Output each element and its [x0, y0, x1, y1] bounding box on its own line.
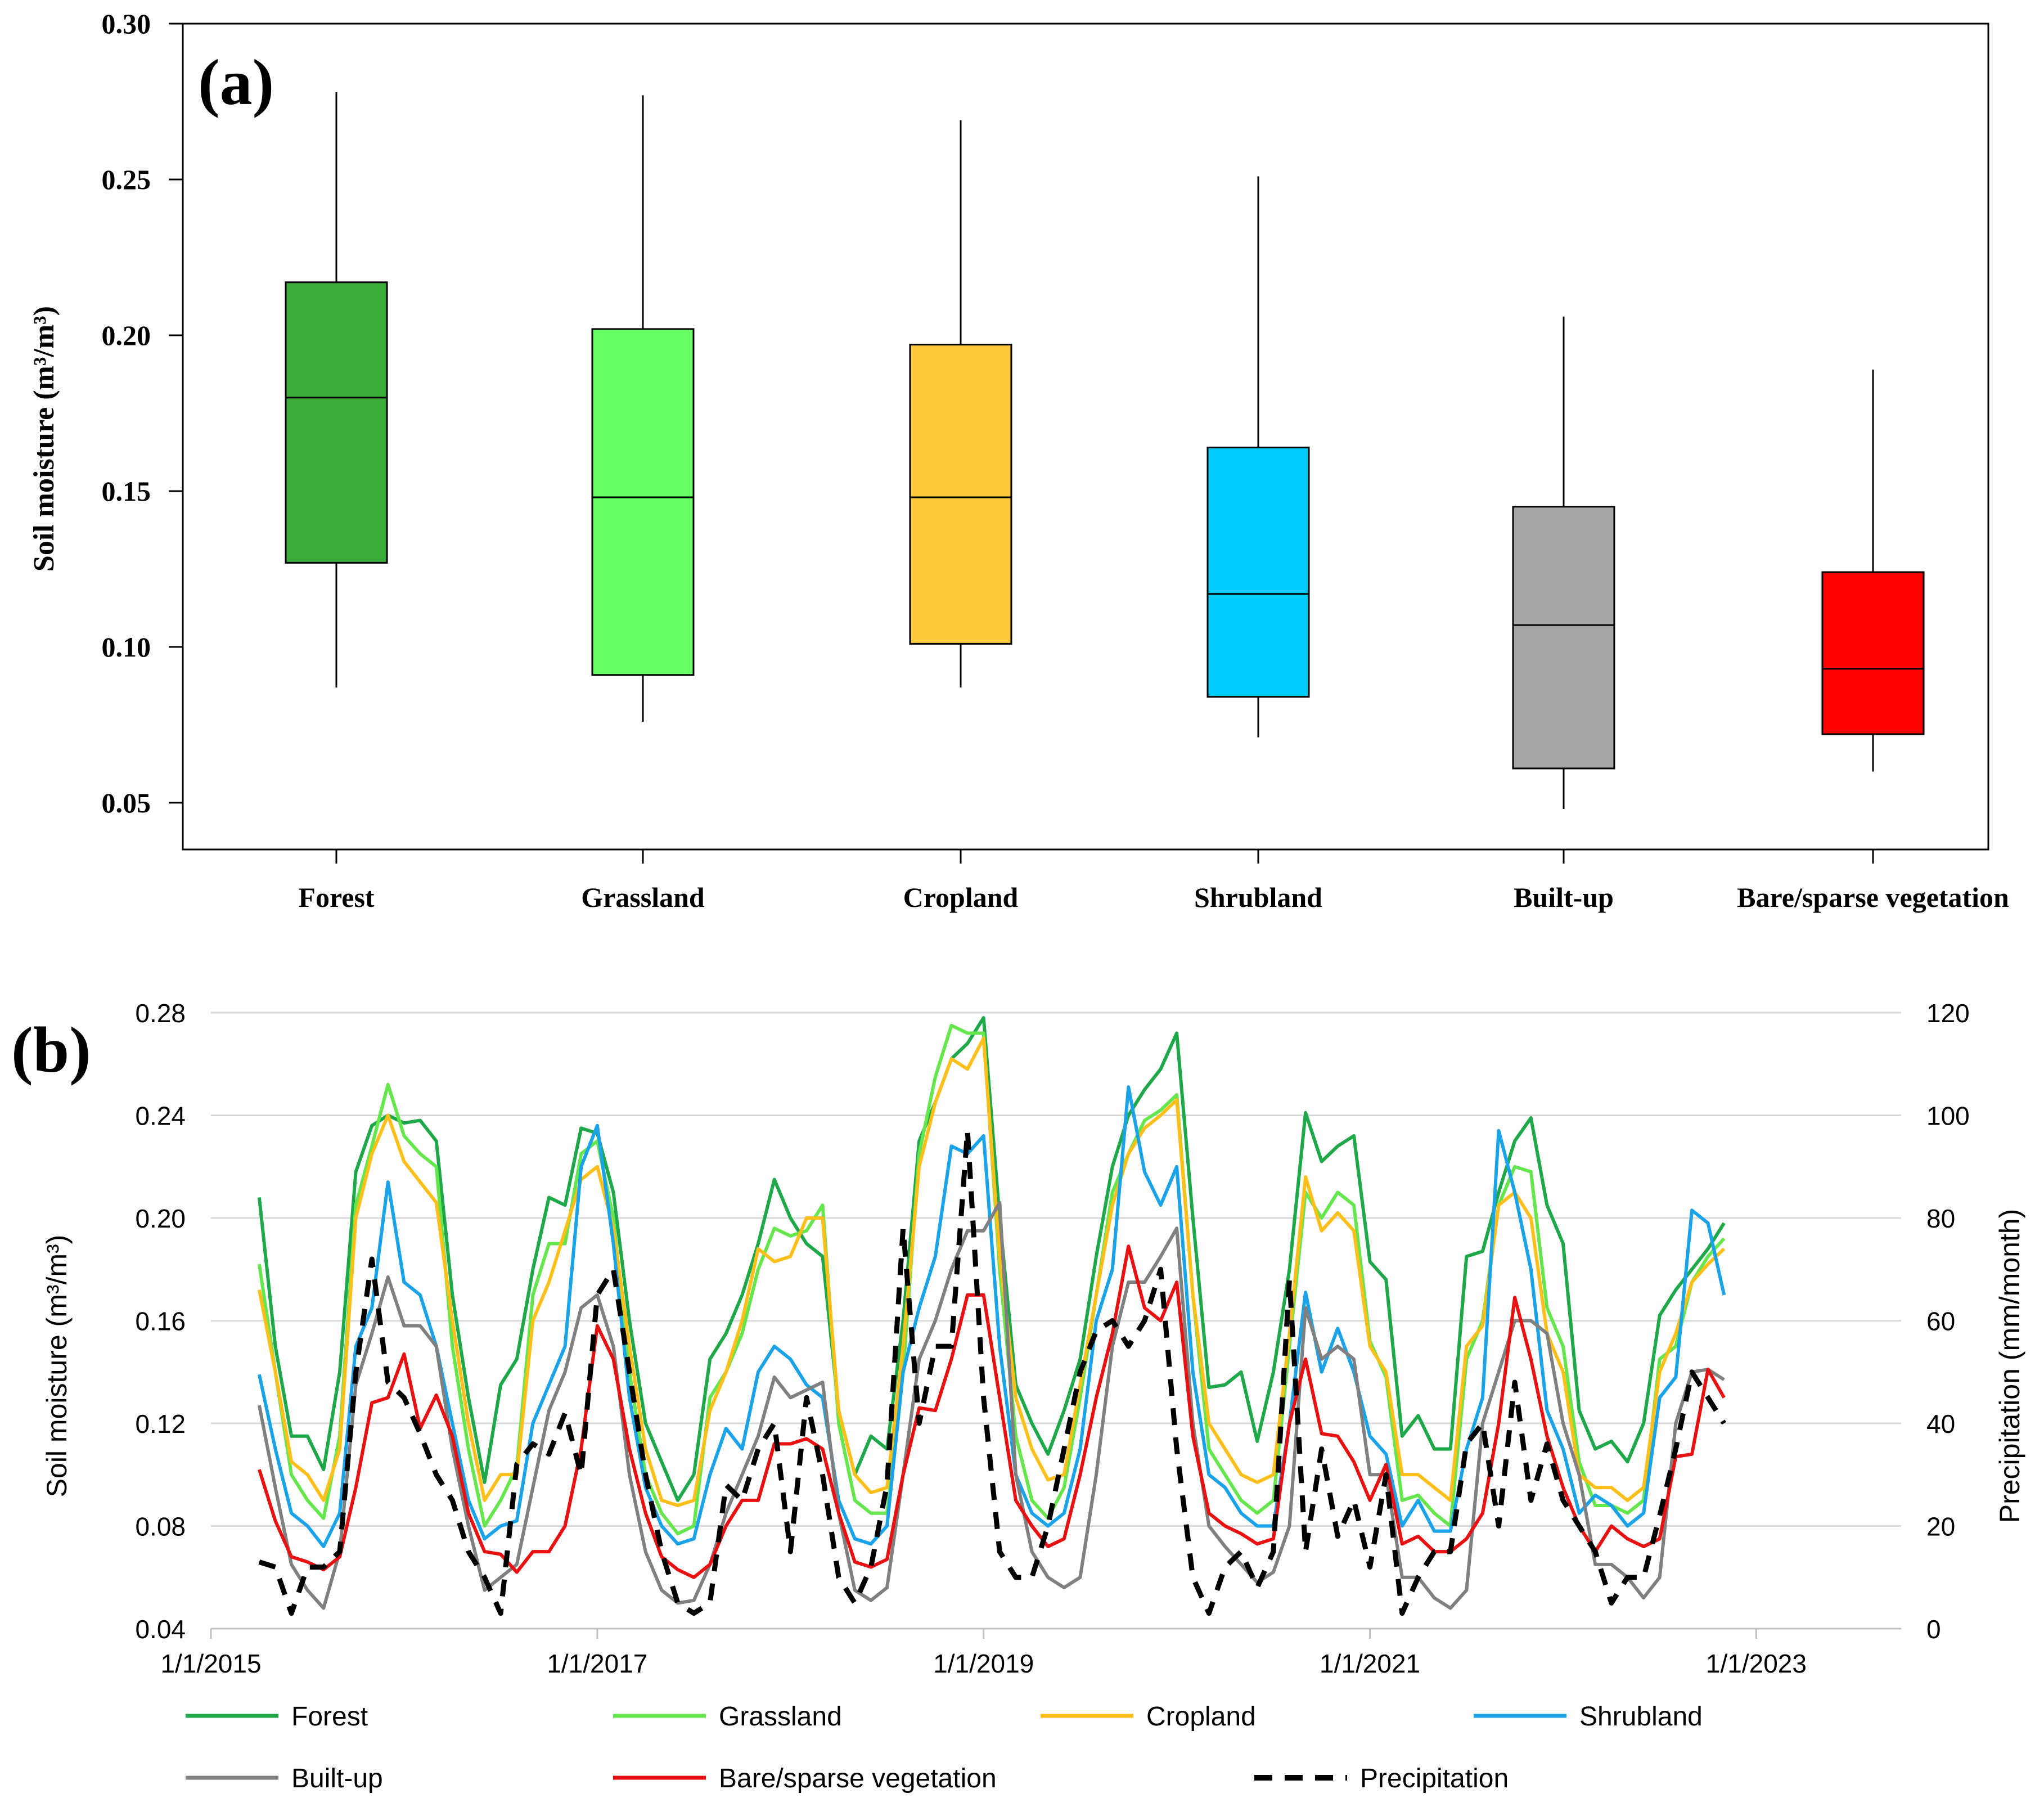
legend-item-grassland: Grassland	[613, 1702, 842, 1732]
legend-item-shrubland: Shrubland	[1474, 1702, 1703, 1732]
legend-item-cropland: Cropland	[1041, 1702, 1256, 1732]
panel-a-x-axis: Forest Grassland Cropland Shrubland Built-up…	[298, 849, 2009, 913]
panel-b-right-axis-label: Precipitation (mm/month)	[1994, 1209, 2025, 1523]
x-category-label: Bare/sparse vegetation	[1737, 882, 2009, 913]
right-y-tick-label: 80	[1926, 1204, 1955, 1233]
series-line-built-up	[257, 1201, 1725, 1610]
x-tick-label: 1/1/2023	[1706, 1649, 1807, 1678]
x-tick-label: 1/1/2021	[1320, 1649, 1420, 1678]
y-tick-label: 0.05	[102, 787, 151, 819]
legend-label: Bare/sparse vegetation	[719, 1764, 997, 1793]
legend-item-bare-sparse-vegetation: Bare/sparse vegetation	[613, 1764, 997, 1793]
right-y-tick-label: 20	[1926, 1512, 1955, 1541]
right-y-tick-label: 100	[1926, 1102, 1970, 1131]
right-y-tick-label: 120	[1926, 999, 1970, 1028]
left-y-tick-label: 0.20	[135, 1204, 186, 1233]
left-y-tick-label: 0.28	[135, 999, 186, 1028]
box-iqr	[1206, 446, 1310, 698]
legend-item-forest: Forest	[186, 1702, 368, 1732]
panel-b-left-axis-label: Soil moisture (m³/m³)	[41, 1235, 73, 1498]
panel-a-label: (a)	[198, 47, 274, 119]
panel-b-gridlines	[211, 1012, 1901, 1527]
legend-label: Shrubland	[1579, 1702, 1703, 1732]
panel-b-label: (b)	[11, 1014, 91, 1086]
panel-a-boxes	[285, 92, 1925, 809]
y-tick-label: 0.30	[102, 8, 151, 39]
series-line-precipitation	[258, 1128, 1727, 1616]
panel-a-y-axis: 0.05 0.10 0.15 0.20 0.25 0.30	[102, 8, 183, 819]
x-category-label: Shrubland	[1194, 882, 1322, 913]
box-iqr	[1512, 506, 1615, 770]
panel-a-y-axis-label: Soil moisture (m³/m³)	[28, 306, 60, 572]
box-forest	[285, 92, 388, 687]
left-y-tick-label: 0.24	[135, 1102, 186, 1131]
legend-label: Forest	[291, 1702, 368, 1732]
box-built-up	[1512, 316, 1615, 809]
box-iqr	[285, 281, 388, 564]
x-category-label: Cropland	[903, 882, 1019, 913]
right-y-tick-label: 40	[1926, 1409, 1955, 1439]
y-tick-label: 0.15	[102, 475, 151, 507]
x-category-label: Grassland	[581, 882, 705, 913]
box-bare-sparse-vegetation	[1821, 369, 1925, 772]
x-tick-label: 1/1/2019	[933, 1649, 1034, 1678]
right-y-tick-label: 60	[1926, 1307, 1955, 1336]
series-line-bare-sparse-vegetation	[258, 1244, 1726, 1579]
legend-label: Cropland	[1146, 1702, 1256, 1732]
y-tick-label: 0.25	[102, 164, 151, 195]
panel-b-axes: 0.04 0.08 0.12 0.16 0.20 0.24 0.28 0 20 40 60 80 100…	[135, 999, 1969, 1678]
series-line-shrubland	[257, 1085, 1726, 1548]
left-y-tick-label: 0.04	[135, 1615, 186, 1644]
box-iqr	[591, 328, 695, 676]
y-tick-label: 0.10	[102, 631, 151, 663]
panel-a-plot-frame	[182, 23, 1989, 851]
series-line-forest	[257, 1016, 1726, 1502]
x-tick-label: 1/1/2015	[160, 1649, 261, 1678]
box-iqr	[909, 344, 1012, 645]
box-grassland	[591, 95, 695, 722]
panel-b-timeseries: (b) 0.04 0.08 0.12 0.16 0.20 0.24 0.28 0 20 40 60 8…	[11, 999, 2025, 1793]
panel-b-series	[257, 1016, 1727, 1616]
right-y-tick-label: 0	[1926, 1615, 1941, 1644]
box-iqr	[1821, 571, 1925, 735]
left-y-tick-label: 0.12	[135, 1409, 186, 1439]
left-y-tick-label: 0.08	[135, 1512, 186, 1541]
x-category-label: Forest	[298, 882, 374, 913]
legend-item-built-up: Built-up	[186, 1764, 383, 1793]
box-cropland	[909, 120, 1012, 687]
box-shrubland	[1206, 176, 1310, 738]
legend-label: Grassland	[719, 1702, 842, 1732]
legend-label: Built-up	[291, 1764, 383, 1793]
series-line-cropland	[257, 1036, 1726, 1507]
panel-a-boxplot: (a) 0.05 0.10 0.15 0.20 0.25 0.30 Forest Grass…	[28, 8, 2009, 913]
legend-item-precipitation: Precipitation	[1254, 1764, 1509, 1793]
panel-b-legend: Forest Grassland Cropland Shrubland Built-up…	[186, 1702, 1703, 1793]
legend-label: Precipitation	[1360, 1764, 1509, 1793]
y-tick-label: 0.20	[102, 320, 151, 351]
x-tick-label: 1/1/2017	[547, 1649, 647, 1678]
x-category-label: Built-up	[1514, 882, 1614, 913]
left-y-tick-label: 0.16	[135, 1307, 186, 1336]
